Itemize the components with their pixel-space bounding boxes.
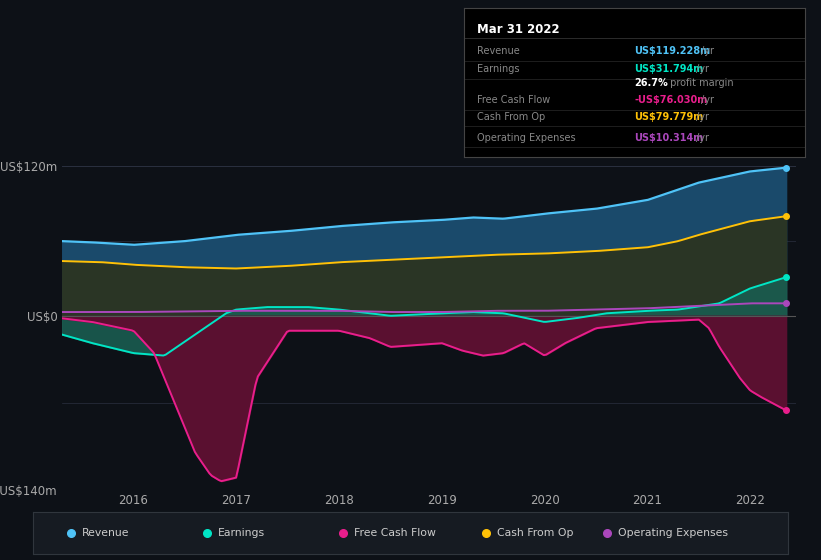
Text: Operating Expenses: Operating Expenses	[618, 529, 728, 538]
Text: US$79.779m: US$79.779m	[635, 112, 704, 122]
Text: 26.7%: 26.7%	[635, 78, 668, 87]
Text: Mar 31 2022: Mar 31 2022	[478, 24, 560, 36]
Text: Earnings: Earnings	[478, 64, 520, 74]
Text: Cash From Op: Cash From Op	[498, 529, 574, 538]
Text: /yr: /yr	[695, 64, 709, 74]
Text: /yr: /yr	[701, 46, 714, 57]
Text: Revenue: Revenue	[82, 529, 130, 538]
Text: Cash From Op: Cash From Op	[478, 112, 546, 122]
Text: US$10.314m: US$10.314m	[635, 133, 704, 142]
Text: profit margin: profit margin	[667, 78, 733, 87]
Text: Earnings: Earnings	[218, 529, 265, 538]
Text: Operating Expenses: Operating Expenses	[478, 133, 576, 142]
Text: -US$76.030m: -US$76.030m	[635, 95, 708, 105]
Text: /yr: /yr	[695, 133, 709, 142]
Text: US$31.794m: US$31.794m	[635, 64, 704, 74]
Text: /yr: /yr	[695, 112, 709, 122]
Text: Revenue: Revenue	[478, 46, 521, 57]
Text: US$119.228m: US$119.228m	[635, 46, 710, 57]
Text: Free Cash Flow: Free Cash Flow	[478, 95, 551, 105]
Text: /yr: /yr	[701, 95, 714, 105]
Text: Free Cash Flow: Free Cash Flow	[354, 529, 436, 538]
